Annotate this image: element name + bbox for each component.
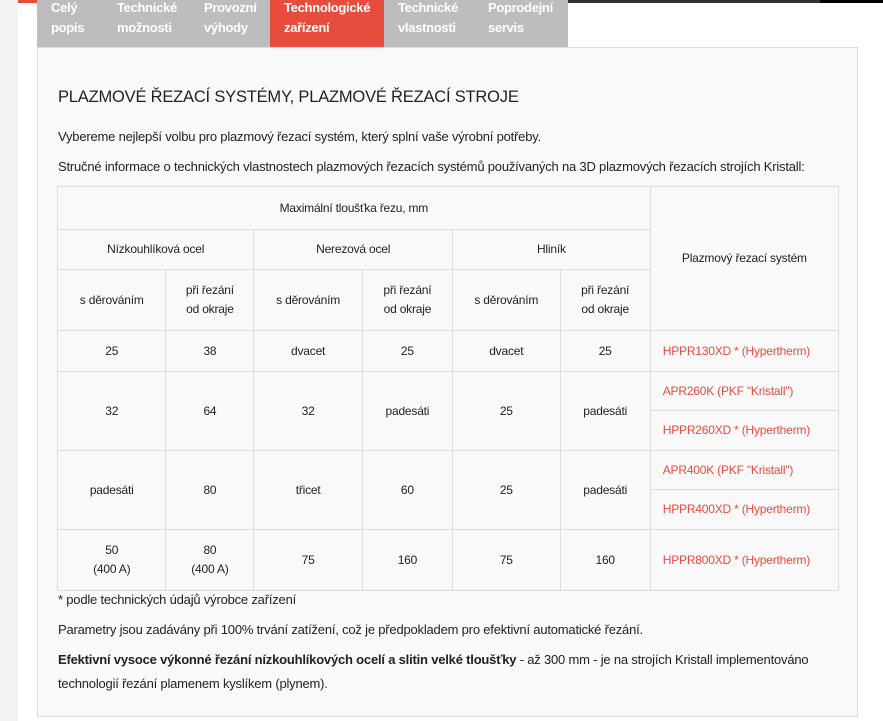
tab-label: servis bbox=[488, 20, 524, 35]
value: 80 bbox=[203, 543, 217, 557]
subheader: s děrováním bbox=[56, 269, 167, 331]
header-material: Nízkouhlíková ocel bbox=[56, 229, 255, 270]
subheader: s děrováním bbox=[451, 269, 561, 331]
params-text: Parametry jsou zadávány při 100% trvání … bbox=[58, 622, 643, 637]
tab-label: výhody bbox=[204, 20, 248, 35]
subheader: při řezání od okraje bbox=[165, 269, 255, 331]
value-cell: 160 bbox=[559, 529, 651, 591]
value-cell: padesáti bbox=[559, 371, 651, 451]
value-cell: 25 bbox=[559, 330, 651, 372]
intro-text-2: Stručné informace o technických vlastnos… bbox=[58, 159, 805, 174]
specs-table: Maximální tloušťka řezu, mm Plazmový řeza… bbox=[56, 186, 840, 591]
system-link[interactable]: HPPR800XD * (Hypertherm) bbox=[649, 529, 840, 591]
page-title: PLAZMOVÉ ŘEZACÍ SYSTÉMY, PLAZMOVÉ ŘEZACÍ… bbox=[58, 88, 519, 106]
value-note: (400 A) bbox=[191, 562, 229, 576]
value-cell: padesáti bbox=[56, 450, 167, 530]
oxyfuel-bold: Efektivní vysoce výkonné řezání nízkouhl… bbox=[58, 652, 517, 667]
value-cell: 50 (400 A) bbox=[56, 529, 167, 591]
tab-label: Celý bbox=[51, 0, 78, 15]
value-cell: dvacet bbox=[451, 330, 561, 372]
subheader-line: od okraje bbox=[581, 302, 629, 316]
tab-label: zařízení bbox=[284, 20, 330, 35]
tab-provozni-vyhody[interactable]: Provozní výhody bbox=[190, 0, 270, 47]
tab-technicke-vlastnosti[interactable]: Technické vlastnosti bbox=[384, 0, 474, 47]
header-material: Hliník bbox=[451, 229, 651, 270]
value-cell: 32 bbox=[253, 371, 363, 451]
value-cell: 25 bbox=[361, 330, 453, 372]
subheader-line: od okraje bbox=[186, 302, 234, 316]
tab-label: Poprodejní bbox=[488, 0, 553, 15]
subheader: s děrováním bbox=[253, 269, 363, 331]
intro-text: Vybereme nejlepší volbu pro plazmový řez… bbox=[58, 129, 541, 144]
tab-label: Provozní bbox=[204, 0, 257, 15]
header-system: Plazmový řezací systém bbox=[649, 186, 840, 331]
header-max-thickness: Maximální tloušťka řezu, mm bbox=[57, 186, 651, 230]
subheader: při řezání od okraje bbox=[361, 269, 453, 331]
subheader-line: od okraje bbox=[383, 302, 432, 316]
value-cell: dvacet bbox=[253, 330, 363, 372]
value-cell: 80 (400 A) bbox=[165, 529, 255, 591]
tab-label: Technické bbox=[398, 0, 458, 15]
value-cell: 25 bbox=[56, 330, 167, 372]
subheader-line: při řezání bbox=[581, 283, 630, 297]
system-link[interactable]: HPPR400XD * (Hypertherm) bbox=[649, 489, 840, 530]
subheader: při řezání od okraje bbox=[559, 269, 651, 331]
left-strip bbox=[0, 0, 18, 721]
system-link[interactable]: HPPR130XD * (Hypertherm) bbox=[649, 330, 840, 372]
footnote: * podle technických údajů výrobce zaříze… bbox=[58, 592, 297, 607]
tab-technologicke-zarizeni[interactable]: Technologické zařízení bbox=[270, 0, 384, 47]
value-cell: 160 bbox=[361, 529, 453, 591]
value-cell: 32 bbox=[56, 371, 167, 451]
value-cell: 64 bbox=[165, 371, 255, 451]
top-bar-end bbox=[820, 0, 883, 3]
subheader-line: při řezání bbox=[185, 283, 234, 297]
value-cell: 25 bbox=[451, 371, 561, 451]
value-cell: 60 bbox=[361, 450, 453, 530]
value-cell: 75 bbox=[253, 529, 363, 591]
value-cell: 80 bbox=[165, 450, 255, 530]
content-panel: PLAZMOVÉ ŘEZACÍ SYSTÉMY, PLAZMOVÉ ŘEZACÍ… bbox=[37, 47, 858, 717]
tab-label: Technologické bbox=[284, 0, 371, 15]
value-cell: 75 bbox=[451, 529, 561, 591]
tab-label: možnosti bbox=[117, 20, 172, 35]
subheader-line: při řezání bbox=[383, 283, 432, 297]
tab-technicke-moznosti[interactable]: Technické možnosti bbox=[103, 0, 190, 47]
tab-bar: Celý popis Technické možnosti Provozní výho… bbox=[37, 0, 568, 47]
tab-cely-popis[interactable]: Celý popis bbox=[37, 0, 103, 47]
value-cell: 25 bbox=[451, 450, 561, 530]
tab-poprodejni-servis[interactable]: Poprodejní servis bbox=[474, 0, 568, 47]
oxyfuel-rest: - až 300 mm - je na strojích Kristall im… bbox=[58, 652, 809, 691]
tab-label: popis bbox=[51, 20, 85, 35]
system-link[interactable]: APR260K (PKF "Kristall") bbox=[649, 371, 840, 411]
system-link[interactable]: APR400K (PKF "Kristall") bbox=[649, 450, 840, 490]
value-cell: 38 bbox=[165, 330, 255, 372]
value-note: (400 A) bbox=[93, 562, 131, 576]
tab-label: Technické bbox=[117, 0, 177, 15]
value-cell: třicet bbox=[253, 450, 363, 530]
oxyfuel-text: Efektivní vysoce výkonné řezání nízkouhl… bbox=[58, 648, 818, 696]
header-material: Nerezová ocel bbox=[253, 229, 453, 270]
value-cell: padesáti bbox=[559, 450, 651, 530]
value-cell: padesáti bbox=[361, 371, 453, 451]
value: 50 bbox=[105, 543, 119, 557]
tab-label: vlastnosti bbox=[398, 20, 456, 35]
system-link[interactable]: HPPR260XD * (Hypertherm) bbox=[649, 410, 840, 451]
